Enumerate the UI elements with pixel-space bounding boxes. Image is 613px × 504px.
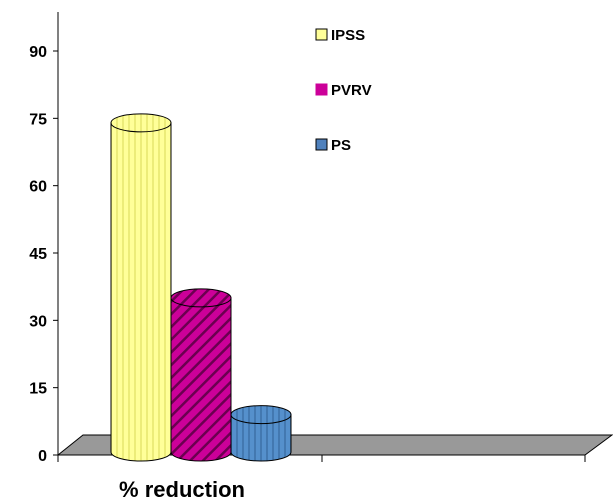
bar-body xyxy=(230,414,292,462)
bar-body xyxy=(170,297,232,462)
bar-ipss xyxy=(110,113,172,462)
bar-top xyxy=(110,113,172,133)
y-tick-label: 30 xyxy=(29,313,47,330)
y-tick-label: 45 xyxy=(29,246,47,263)
y-tick-label: 75 xyxy=(29,111,47,128)
legend-swatch xyxy=(315,28,328,41)
legend-label: PVRV xyxy=(331,82,372,99)
legend-item-ipss: IPSS xyxy=(315,27,365,44)
legend-label: PS xyxy=(331,137,351,154)
legend-swatch xyxy=(315,138,328,151)
legend-item-pvrv: PVRV xyxy=(315,82,372,99)
bar-pvrv xyxy=(170,288,232,462)
y-tick-label: 90 xyxy=(29,44,47,61)
category-label: % reduction xyxy=(119,477,245,502)
bar-top xyxy=(230,405,292,425)
bar-ps xyxy=(230,405,292,462)
y-tick-label: 0 xyxy=(38,448,47,465)
legend-item-ps: PS xyxy=(315,137,351,154)
bar-top xyxy=(170,288,232,308)
legend-swatch xyxy=(315,83,328,96)
legend-label: IPSS xyxy=(331,27,365,44)
y-tick-label: 60 xyxy=(29,179,47,196)
bar-body xyxy=(110,122,172,462)
y-tick-label: 15 xyxy=(29,381,47,398)
